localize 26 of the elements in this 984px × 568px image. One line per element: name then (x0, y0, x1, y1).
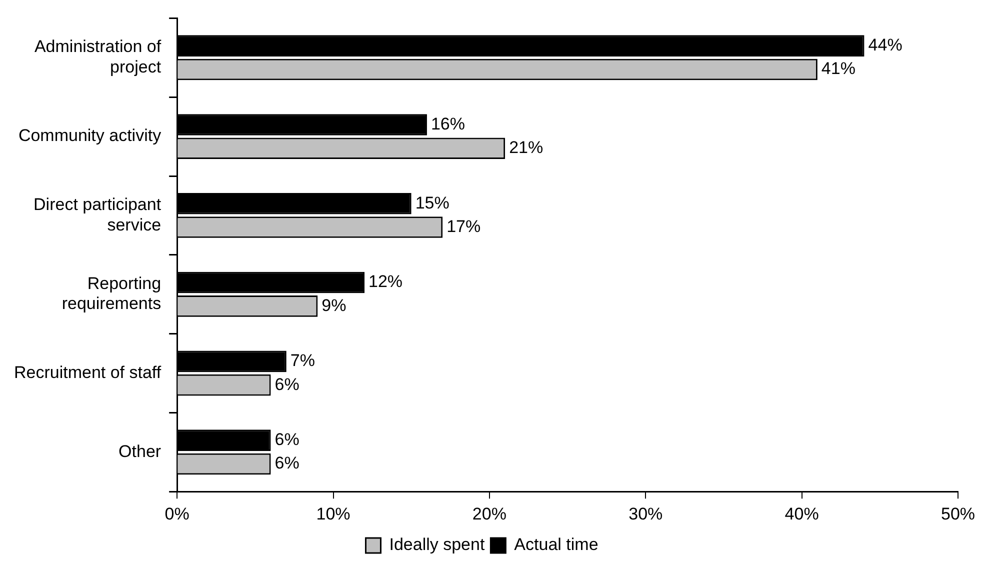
data-label: 41% (821, 59, 856, 78)
data-label: 44% (868, 36, 902, 54)
y-tick-label: Direct participant service (34, 194, 162, 234)
legend-label: Ideally spent (389, 535, 485, 554)
legend-label: Actual time (514, 535, 598, 554)
data-label: 6% (274, 374, 300, 394)
data-label: 21% (509, 138, 544, 158)
data-label: 16% (430, 114, 466, 134)
y-tick-label: Community activity (18, 126, 162, 146)
x-tick-label: 50% (940, 504, 976, 524)
data-label: 7% (290, 351, 315, 370)
data-label: 6% (274, 454, 300, 473)
x-tick-label: 20% (472, 504, 506, 524)
data-label: 15% (415, 193, 450, 212)
y-tick-label: Other (118, 442, 162, 461)
x-tick-label: 0% (164, 504, 190, 524)
y-tick-label: Reporting requirements (62, 274, 162, 314)
x-tick-label: 40% (784, 504, 819, 524)
x-tick-label: 10% (316, 504, 350, 524)
data-label: 6% (274, 430, 300, 450)
x-tick-label: 30% (628, 504, 663, 524)
y-tick-label: Administration of project (34, 37, 162, 77)
data-label: 9% (322, 296, 346, 315)
data-label: 12% (368, 272, 403, 292)
data-label: 17% (446, 216, 481, 236)
y-tick-label: Recruitment of staff (14, 362, 162, 382)
